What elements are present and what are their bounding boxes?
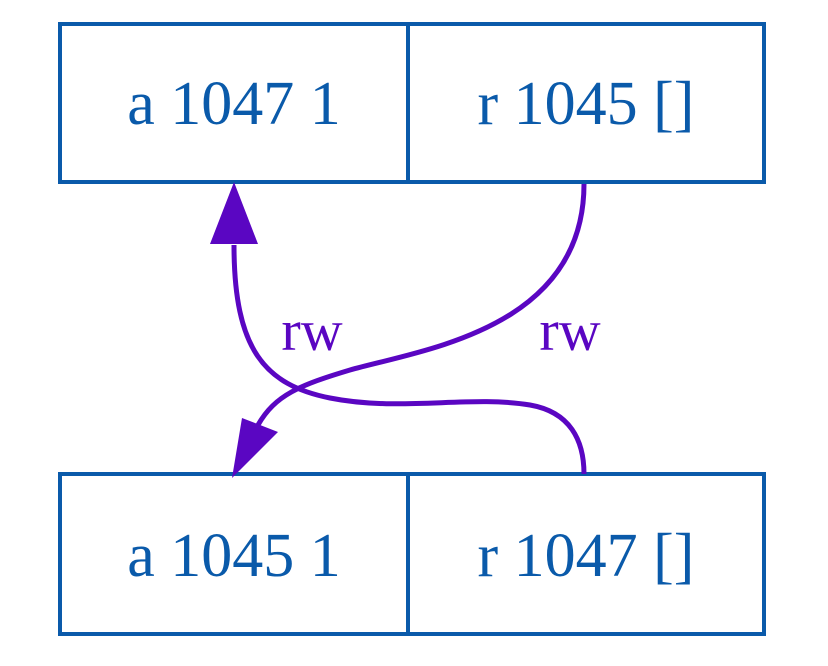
top-left-cell-label: a 1047 1 [127, 70, 341, 138]
edge-bottom-to-top-line [231, 244, 587, 475]
top-record-frame [58, 22, 766, 184]
edge-top-to-bottom[interactable]: rw [232, 183, 601, 478]
edge-bottom-to-top[interactable]: rw [210, 182, 587, 475]
edge-top-to-bottom-line [255, 183, 587, 427]
bottom-right-cell-label: r 1047 [] [478, 522, 695, 590]
edge-bottom-to-top-arrowhead [210, 182, 258, 244]
top-record-node[interactable]: a 1047 1 r 1045 [] [58, 22, 766, 184]
edge-bottom-to-top-label: rw [281, 298, 342, 363]
top-right-cell-label: r 1045 [] [478, 70, 695, 138]
bottom-record-node[interactable]: a 1045 1 r 1047 [] [58, 472, 766, 636]
edge-top-to-bottom-label: rw [539, 298, 600, 363]
bottom-record-frame [58, 472, 766, 636]
bottom-left-cell-label: a 1045 1 [127, 522, 341, 590]
edge-top-to-bottom-arrowhead [232, 418, 278, 478]
